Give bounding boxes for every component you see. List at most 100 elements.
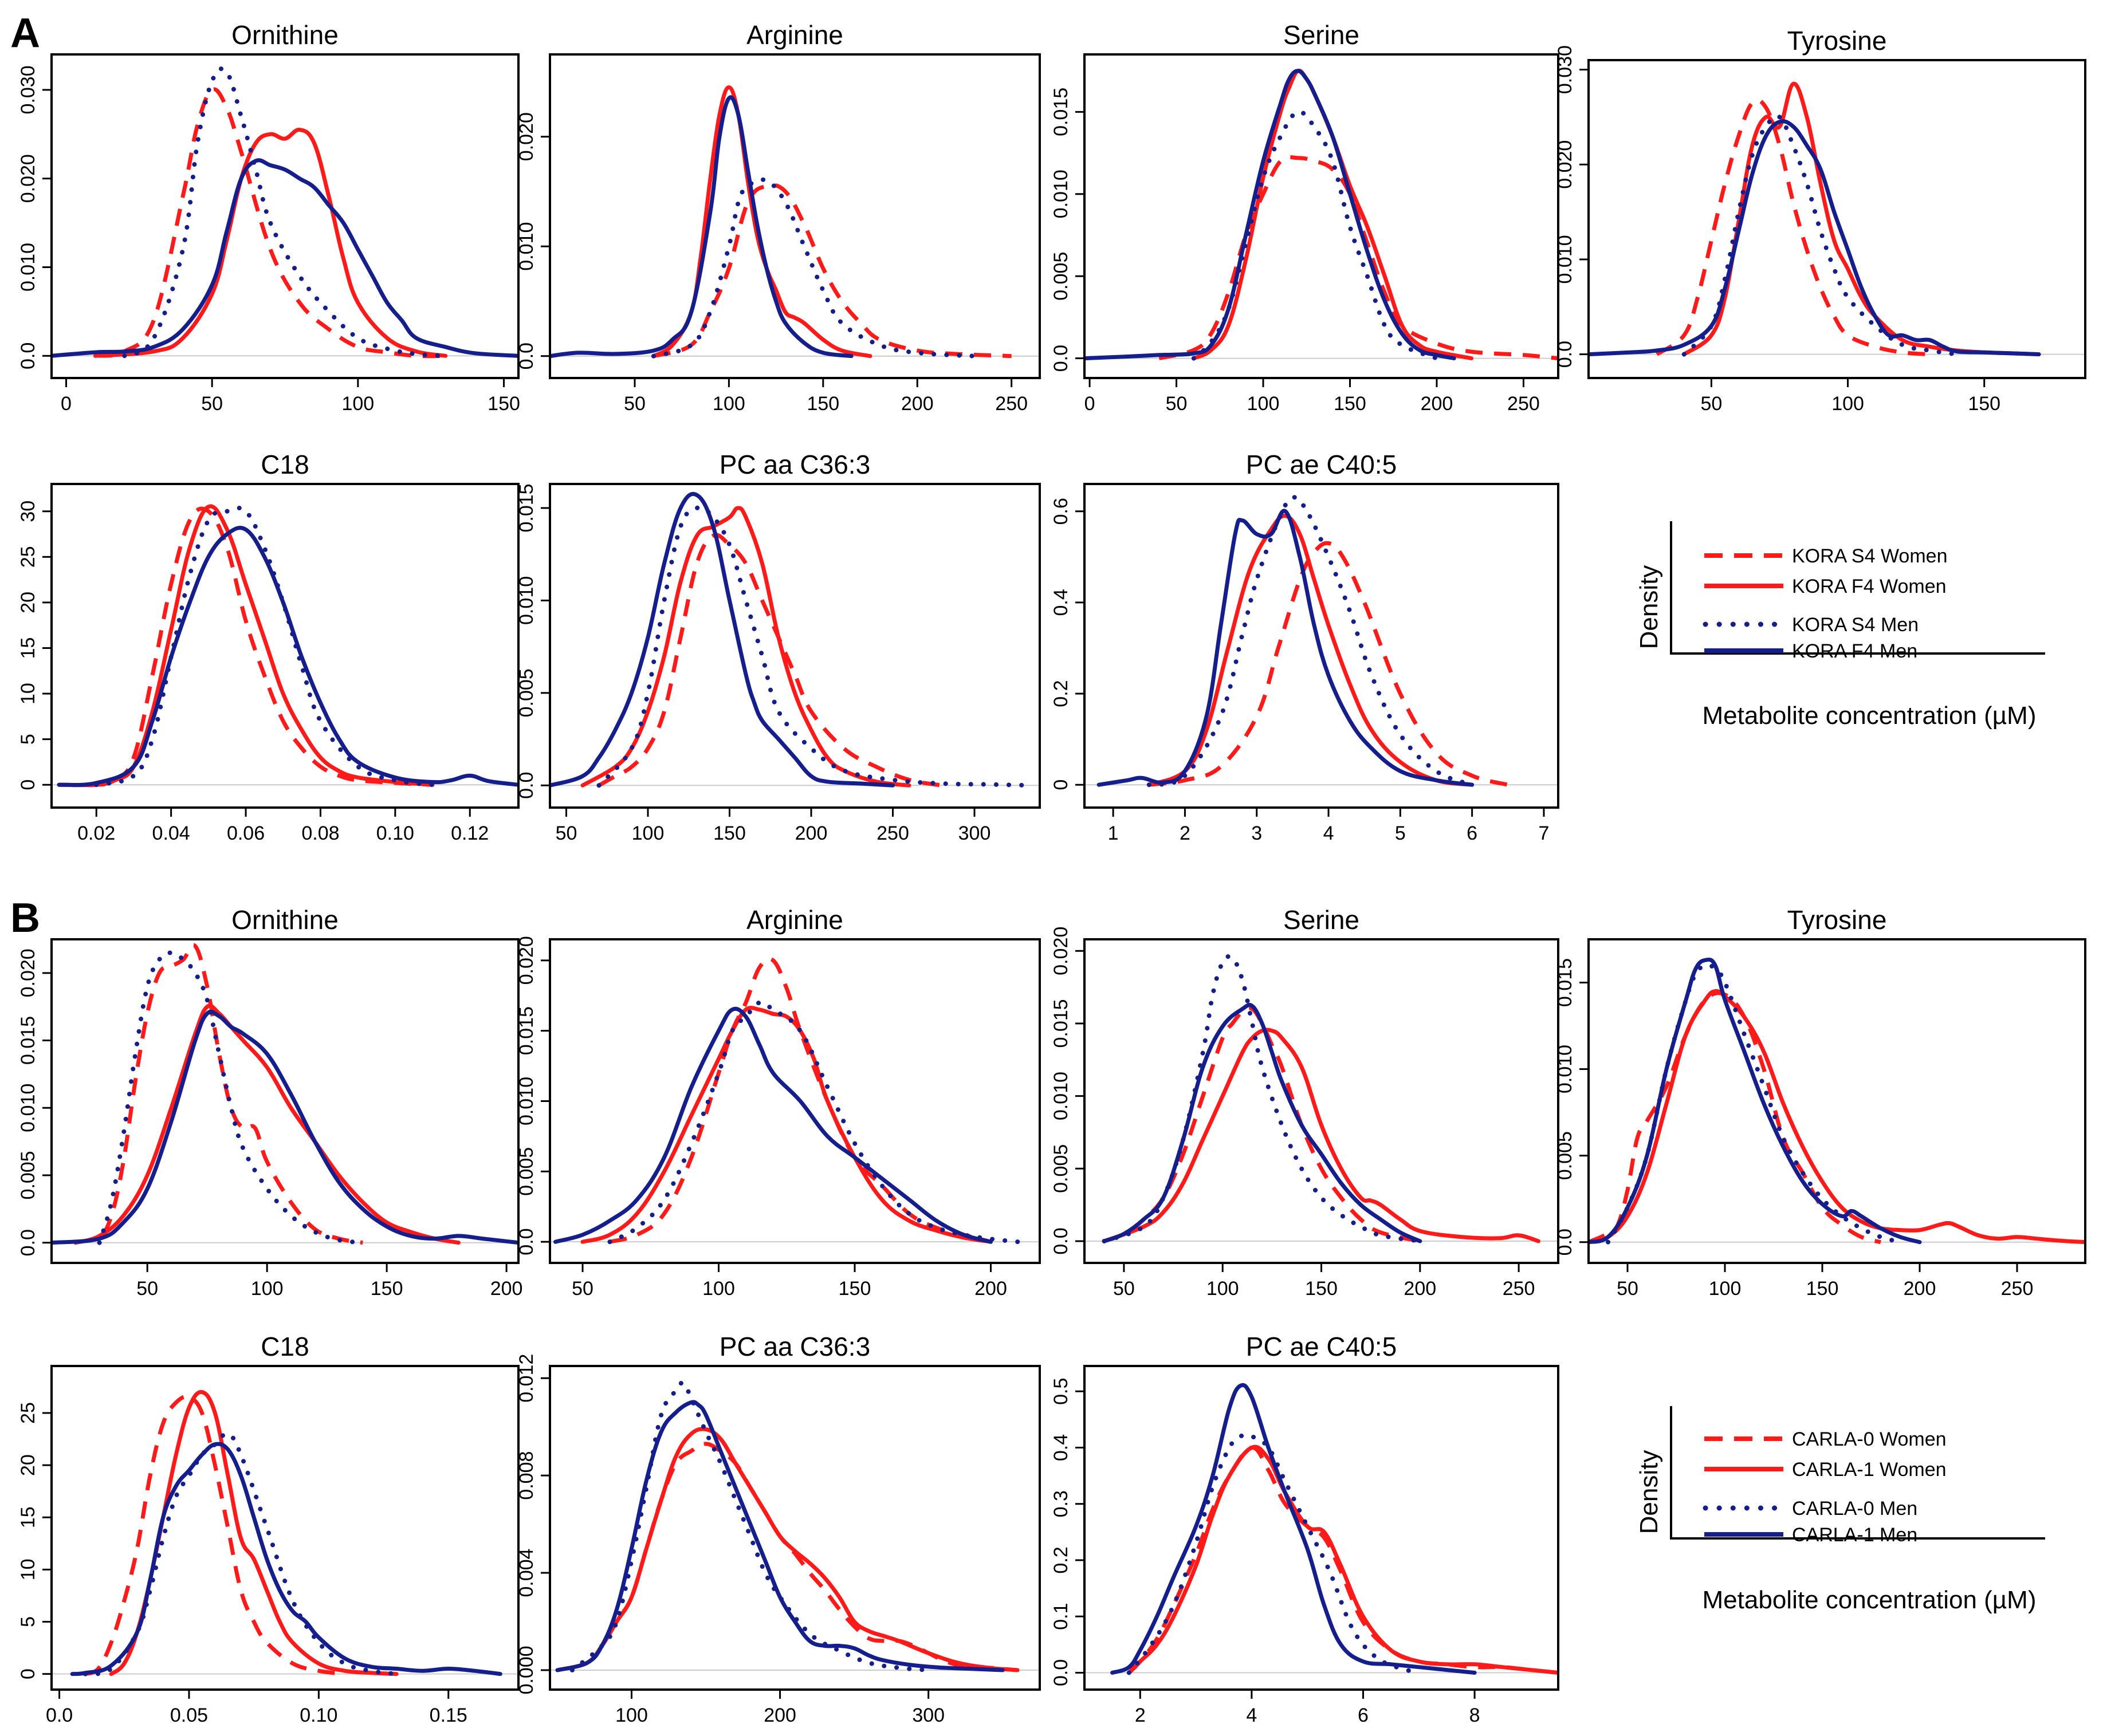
x-tick-label: 3 [1251,822,1262,844]
density-plot: Arginine 50 100 150 200 250 0.0 0.010 0.020 [516,20,1041,415]
density-curve-solid-navy [1589,119,2041,357]
density-plot: C18 0.0 0.05 0.10 0.15 0 5 10 15 20 25 [17,1332,520,1726]
x-tick-label: 8 [1469,1704,1480,1726]
density-plot: PC aa C36:3 50 100 150 200 250 300 0.0 0.005 0.01… [516,450,1041,844]
x-tick-label: 6 [1467,822,1477,844]
density-curve-dashed-red [652,183,1012,359]
x-tick-label: 4 [1323,822,1334,844]
x-tick-label: 0.15 [430,1704,467,1726]
plot-title: Tyrosine [1787,905,1887,935]
y-tick-label: 0.012 [516,1354,537,1403]
density-plot: Ornithine 0 50 100 150 0.0 0.010 0.020 0.030 [17,20,520,415]
x-tick-label: 150 [488,393,520,415]
x-tick-label: 100 [713,393,745,415]
x-tick-label: 0.0 [46,1704,73,1726]
density-curve-solid-navy [52,158,518,358]
density-plot: Serine 0 50 100 150 200 250 0.0 0.005 0.010 0.015 [1050,20,1559,415]
x-tick-label: 2 [1180,822,1190,844]
y-tick-label: 0.010 [516,1077,537,1125]
density-curve-solid-red [1102,1028,1540,1243]
x-tick-label: 5 [1395,822,1406,844]
y-tick-label: 0.005 [516,668,537,717]
y-tick-label: 0.4 [1050,589,1072,616]
density-curve-solid-navy [1084,69,1456,361]
plot-frame [50,1365,520,1691]
y-tick-label: 0.1 [1050,1603,1072,1630]
x-tick-label: 200 [795,822,828,844]
legend-x-label: Metabolite concentration (µM) [1703,1586,2037,1614]
y-tick-label: 0.0 [516,1229,537,1255]
density-curve-dotted-navy [1126,1432,1421,1675]
plot-title: C18 [261,450,309,479]
legend-entry-label: CARLA-1 Women [1792,1459,1947,1481]
y-tick-label: 0.0 [516,772,537,799]
y-tick-label: 10 [17,1558,39,1580]
density-curve-solid-red [580,506,911,788]
y-tick-label: 25 [17,546,39,568]
density-curve-dashed-red [1103,1006,1421,1243]
x-tick-label: 150 [371,1278,403,1300]
density-curve-solid-navy [1102,1002,1422,1243]
x-tick-label: 0.06 [227,822,265,844]
density-curve-solid-navy [555,1400,1005,1672]
density-curve-solid-navy [1589,957,1922,1245]
y-tick-label: 0.0 [17,343,39,369]
y-tick-label: 5 [17,734,39,745]
x-tick-label: 100 [632,822,665,844]
x-tick-label: 150 [1806,1278,1839,1300]
y-tick-label: 5 [17,1616,39,1627]
plot-title: Ornithine [231,20,339,50]
y-tick-label: 0.015 [516,483,537,532]
density-plot: PC ae C40:5 2 4 6 8 0.0 0.1 0.2 0.3 0.4 0.5 [1050,1332,1559,1726]
density-plot: Ornithine 50 100 150 200 0.0 0.005 0.010 0.015 0.… [17,905,522,1300]
y-tick-label: 0.005 [516,1147,537,1196]
y-tick-label: 0.010 [1554,1045,1576,1093]
x-tick-label: 0.08 [301,822,339,844]
x-tick-label: 50 [201,393,223,415]
y-tick-label: 0.0 [17,1229,39,1256]
x-tick-label: 100 [251,1278,284,1300]
density-curve-solid-red [1147,514,1475,787]
legend-a: Density Metabolite concentration (µM) KO… [1635,521,2045,730]
plot-frame [549,483,1041,809]
panel-letter-a: A [10,10,40,56]
y-tick-label: 0.020 [516,936,537,985]
density-curve-solid-red [555,1427,1020,1672]
y-tick-label: 0.005 [17,1151,39,1199]
y-tick-label: 0.0 [1050,345,1072,372]
x-tick-label: 200 [1904,1278,1936,1300]
x-tick-label: 250 [1503,1278,1535,1300]
plot-frame [1083,53,1559,379]
y-tick-label: 0.008 [516,1451,537,1500]
density-curve-dashed-red [1158,155,1558,361]
legend-entry-label: CARLA-0 Men [1792,1498,1917,1520]
plot-frame [1083,1365,1559,1691]
plot-title: Serine [1283,905,1359,935]
y-tick-label: 0.005 [1050,1144,1072,1193]
x-tick-label: 100 [341,393,374,415]
y-tick-label: 0.015 [1554,958,1576,1007]
x-tick-label: 300 [912,1704,945,1726]
x-tick-label: 50 [1700,393,1722,415]
y-tick-label: 0 [17,780,39,790]
y-tick-label: 0.010 [516,576,537,625]
y-tick-label: 0.020 [17,948,39,997]
density-curve-solid-navy [550,491,895,788]
density-curve-dotted-navy [94,505,435,788]
x-tick-label: 0.04 [152,822,190,844]
plot-title: PC ae C40:5 [1246,450,1397,479]
plot-title: Arginine [746,905,843,935]
density-curve-solid-red [73,1003,461,1245]
x-tick-label: 50 [624,393,646,415]
density-curve-dotted-navy [97,950,365,1245]
x-tick-label: 150 [1305,1278,1338,1300]
plot-frame [1587,59,2086,379]
plot-title: Arginine [746,20,843,50]
density-curve-solid-navy [1110,1383,1477,1675]
y-tick-label: 20 [17,592,39,613]
x-tick-label: 50 [1113,1278,1135,1300]
legend-entry-label: KORA S4 Men [1792,614,1919,636]
legend-y-label: Density [1635,1450,1663,1534]
x-tick-label: 50 [136,1278,158,1300]
x-tick-label: 150 [1334,393,1366,415]
